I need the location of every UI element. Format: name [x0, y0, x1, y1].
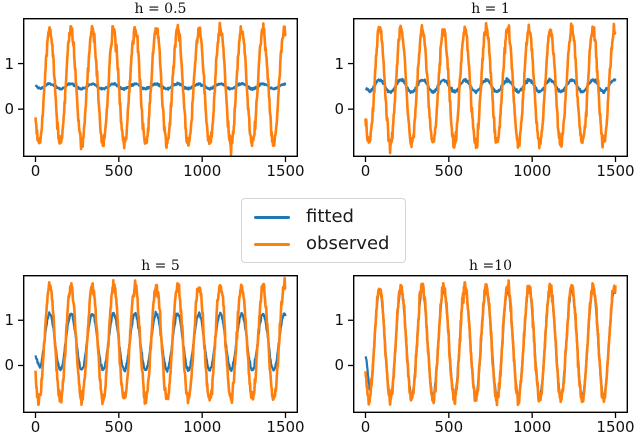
observed-line: [34, 276, 287, 407]
x-tick-label: 500: [104, 162, 134, 180]
y-tick-label: 1: [334, 311, 344, 330]
legend-label-observed: observed: [306, 233, 390, 254]
x-tick-label: 500: [434, 418, 464, 436]
x-tick-label: 0: [360, 418, 371, 436]
plot-area-h1: [348, 18, 629, 162]
x-tick-label: 1500: [596, 418, 635, 436]
x-tick-label: 1000: [513, 418, 552, 436]
x-tick-label: 0: [30, 162, 41, 180]
x-tick-label: 500: [104, 418, 134, 436]
x-tick-label: 1000: [183, 162, 222, 180]
x-tick-label: 1000: [183, 418, 222, 436]
subplot-title-h0-5: h = 0.5: [134, 1, 187, 17]
y-tick-label: 0: [334, 356, 344, 375]
axes-spines: [22, 18, 299, 158]
legend-box: fitted observed: [241, 198, 407, 263]
legend-item-observed: observed: [254, 233, 389, 255]
observed-line: [34, 21, 287, 157]
x-tick-label: 1000: [513, 162, 552, 180]
y-tick-label: 1: [334, 54, 344, 73]
observed-line: [364, 279, 617, 407]
fitted-line-swatch: [254, 215, 290, 219]
subplot-title-h10: h =10: [468, 258, 512, 274]
x-tick-label: 0: [30, 418, 41, 436]
observed-line: [364, 21, 617, 155]
legend-item-fitted: fitted: [254, 206, 389, 228]
y-tick-label: 1: [4, 54, 14, 73]
observed-line-swatch: [254, 242, 290, 246]
axes-spines: [352, 18, 629, 158]
x-tick-label: 1500: [266, 418, 305, 436]
subplot-title-h1: h = 1: [471, 1, 510, 17]
y-tick-label: 0: [4, 356, 14, 375]
y-tick-label: 0: [4, 100, 14, 119]
plot-area-h0-5: [18, 18, 299, 162]
x-tick-label: 1500: [596, 162, 635, 180]
x-tick-label: 1500: [266, 162, 305, 180]
plot-area-h5: [18, 275, 299, 418]
y-tick-label: 1: [4, 311, 14, 330]
legend-label-fitted: fitted: [306, 206, 354, 227]
x-tick-label: 500: [434, 162, 464, 180]
x-tick-label: 0: [360, 162, 371, 180]
subplot-title-h5: h = 5: [141, 258, 180, 274]
axes-spines: [352, 275, 629, 414]
axes-spines: [22, 275, 299, 414]
plot-area-h10: [348, 275, 629, 418]
y-tick-label: 0: [334, 100, 344, 119]
